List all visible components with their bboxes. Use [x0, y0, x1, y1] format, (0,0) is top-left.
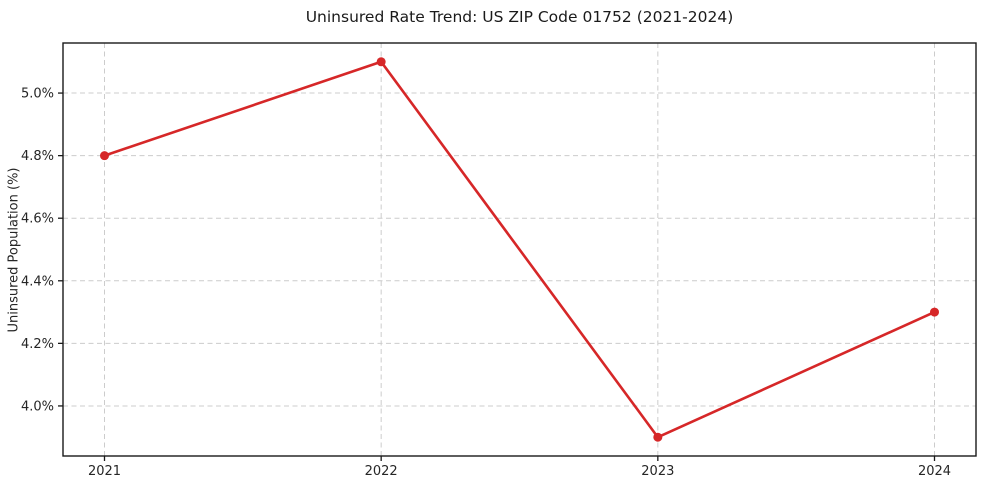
x-tick-label: 2021 [88, 464, 121, 479]
y-tick-label: 4.6% [21, 212, 54, 227]
y-tick-label: 5.0% [21, 87, 54, 102]
data-point [930, 307, 939, 317]
data-point [376, 57, 386, 67]
chart-title: Uninsured Rate Trend: US ZIP Code 01752 … [305, 8, 734, 26]
plot-frame [62, 42, 977, 457]
data-point [653, 432, 663, 442]
trend-line [103, 60, 936, 439]
y-tick-label: 4.8% [21, 149, 54, 164]
x-tick-label: 2024 [918, 464, 951, 479]
x-tick-label: 2022 [365, 464, 398, 479]
y-tick-label: 4.2% [21, 337, 54, 352]
data-point [100, 151, 109, 161]
y-tick-label: 4.0% [21, 399, 54, 414]
y-tick-label: 4.4% [21, 274, 54, 289]
x-tick-label: 2023 [641, 464, 674, 479]
